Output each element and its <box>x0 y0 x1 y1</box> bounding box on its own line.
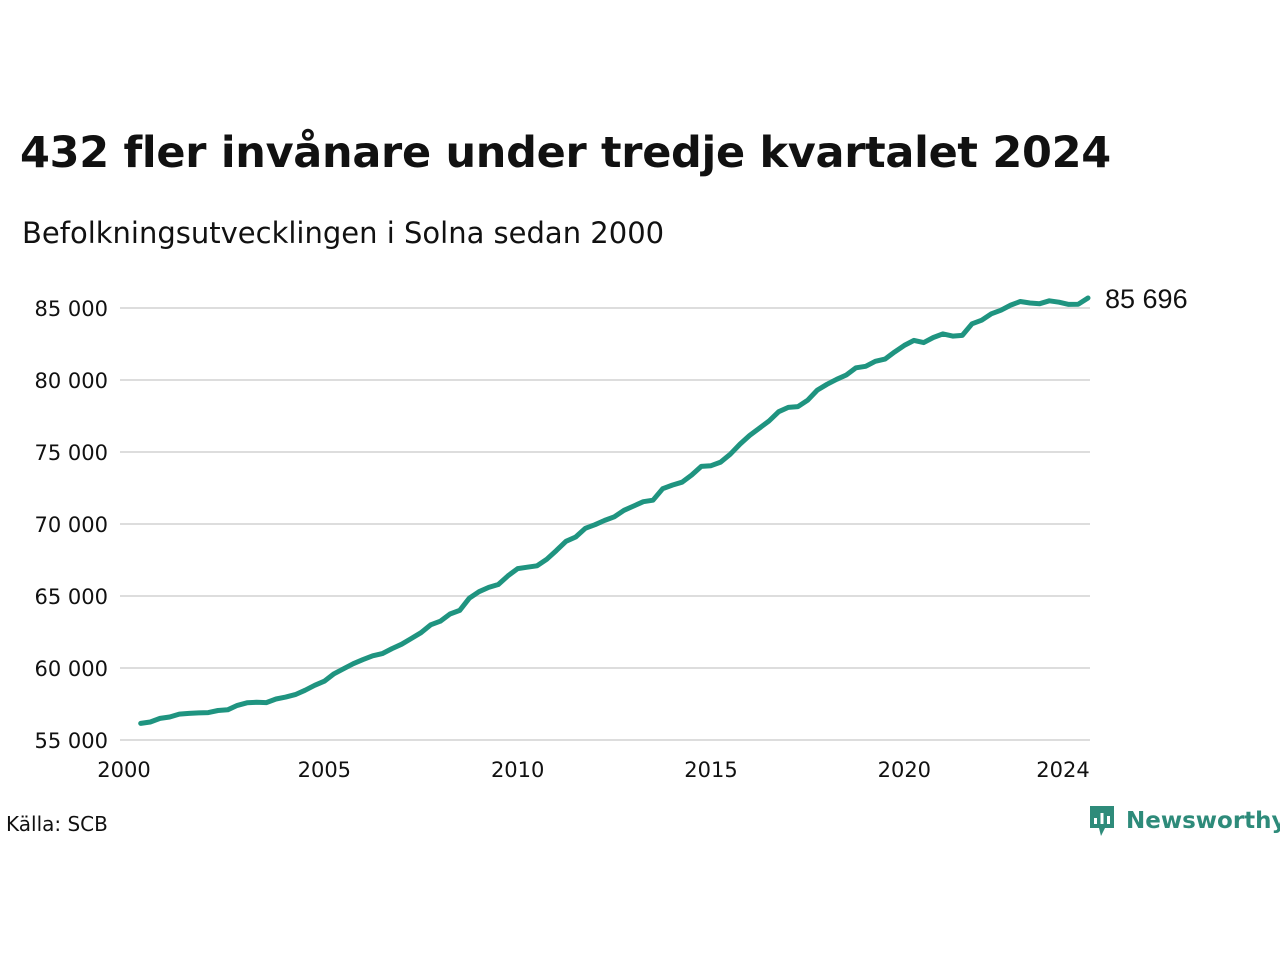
x-axis-ticks: 2000 2005 2010 2015 2020 2024 <box>97 758 1089 782</box>
y-tick-label: 65 000 <box>35 585 108 609</box>
x-tick-label: 2024 <box>1036 758 1089 782</box>
bar-chart-speech-bubble-icon <box>1090 806 1114 836</box>
x-tick-label: 2005 <box>298 758 351 782</box>
x-tick-label: 2020 <box>878 758 931 782</box>
line-chart: 55 000 60 000 65 000 70 000 75 000 80 000 85 0… <box>35 284 1188 782</box>
brand-logo: Newsworthy <box>1088 804 1280 838</box>
x-tick-label: 2015 <box>684 758 737 782</box>
chart-subtitle: Befolkningsutvecklingen i Solna sedan 20… <box>22 216 665 250</box>
brand-name: Newsworthy <box>1126 808 1280 834</box>
y-axis-ticks: 55 000 60 000 65 000 70 000 75 000 80 000 85 0… <box>35 297 108 753</box>
source-note: Källa: SCB <box>6 812 108 836</box>
y-tick-label: 60 000 <box>35 657 108 681</box>
x-tick-label: 2010 <box>491 758 544 782</box>
chart-title: 432 fler invånare under tredje kvartalet… <box>20 128 1111 178</box>
series-layer <box>138 295 1091 726</box>
x-tick-label: 2000 <box>97 758 150 782</box>
y-tick-label: 80 000 <box>35 369 108 393</box>
y-tick-label: 55 000 <box>35 729 108 753</box>
population-line <box>138 295 1091 726</box>
y-tick-label: 85 000 <box>35 297 108 321</box>
gridlines <box>120 307 1090 741</box>
end-label-layer: 85 696 <box>1105 284 1188 314</box>
y-tick-label: 75 000 <box>35 441 108 465</box>
y-tick-label: 70 000 <box>35 513 108 537</box>
end-value-label: 85 696 <box>1105 284 1188 314</box>
